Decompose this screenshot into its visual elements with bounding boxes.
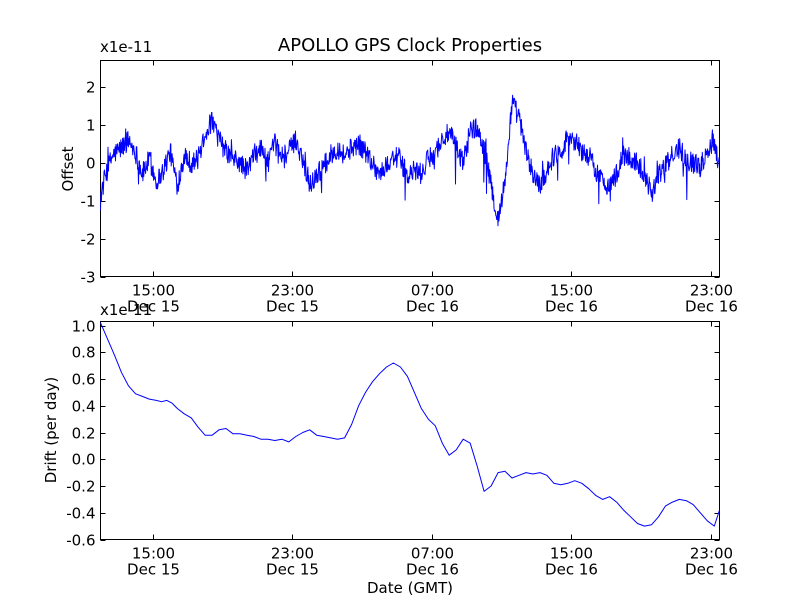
figure-title: APOLLO GPS Clock Properties [278, 35, 542, 56]
offset-x-tick-date-label: Dec 15 [266, 298, 319, 316]
offset-x-tick-date-label: Dec 16 [406, 298, 459, 316]
offset-scale-label: x1e-11 [100, 38, 152, 56]
offset-y-tick-label: -3 [81, 269, 96, 287]
offset-x-tick-time-label: 15:00 [550, 282, 593, 300]
offset-y-axis-label: Offset [59, 146, 77, 191]
drift-y-tick-label: 0.2 [72, 425, 96, 443]
offset-y-tick-label: -1 [81, 193, 96, 211]
drift-y-tick-label: -0.2 [66, 478, 95, 496]
drift-y-tick-label: -0.6 [66, 532, 95, 550]
drift-x-axis-label: Date (GMT) [367, 579, 453, 597]
offset-x-tick-time-label: 23:00 [271, 282, 314, 300]
offset-x-tick-time-label: 23:00 [690, 282, 733, 300]
drift-axes-frame [100, 321, 720, 540]
drift-panel: x1e-11 Drift (per day) Date (GMT) 1.0 0.8… [42, 301, 738, 597]
drift-y-tick-label: 1.0 [72, 318, 96, 336]
drift-scale-label: x1e-11 [100, 301, 152, 319]
drift-y-tick-label: 0.8 [72, 344, 96, 362]
drift-x-tick-time-label: 07:00 [411, 545, 454, 563]
drift-series-line [100, 322, 720, 527]
drift-x-tick-time-label: 23:00 [271, 545, 314, 563]
drift-x-tick-time-label: 15:00 [132, 545, 175, 563]
offset-x-tick-time-label: 15:00 [132, 282, 175, 300]
drift-y-axis-label: Drift (per day) [42, 377, 60, 484]
drift-x-tick-date-label: Dec 16 [685, 561, 738, 579]
drift-y-tick-label: 0.6 [72, 371, 96, 389]
offset-x-tick-date-label: Dec 16 [545, 298, 598, 316]
drift-y-tick-label: 0.4 [72, 398, 96, 416]
offset-x-tick-date-label: Dec 15 [127, 298, 180, 316]
offset-y-tick-label: -2 [81, 231, 96, 249]
offset-series [100, 94, 720, 227]
offset-axes-frame [100, 60, 720, 277]
offset-x-tick-date-label: Dec 16 [685, 298, 738, 316]
offset-y-tick-label: 2 [86, 79, 96, 97]
offset-x-tick-time-label: 07:00 [411, 282, 454, 300]
drift-x-tick-date-label: Dec 15 [266, 561, 319, 579]
offset-y-tick-label: 0 [86, 155, 96, 173]
offset-series-line [100, 94, 720, 227]
drift-y-tick-label: 0.0 [72, 451, 96, 469]
drift-x-tick-time-label: 15:00 [550, 545, 593, 563]
drift-series [100, 322, 720, 527]
drift-x-tick-date-label: Dec 15 [127, 561, 180, 579]
drift-y-tick-label: -0.4 [66, 505, 95, 523]
drift-x-tick-time-label: 23:00 [690, 545, 733, 563]
offset-y-tick-label: 1 [86, 117, 96, 135]
drift-x-tick-date-label: Dec 16 [545, 561, 598, 579]
drift-x-tick-date-label: Dec 16 [406, 561, 459, 579]
